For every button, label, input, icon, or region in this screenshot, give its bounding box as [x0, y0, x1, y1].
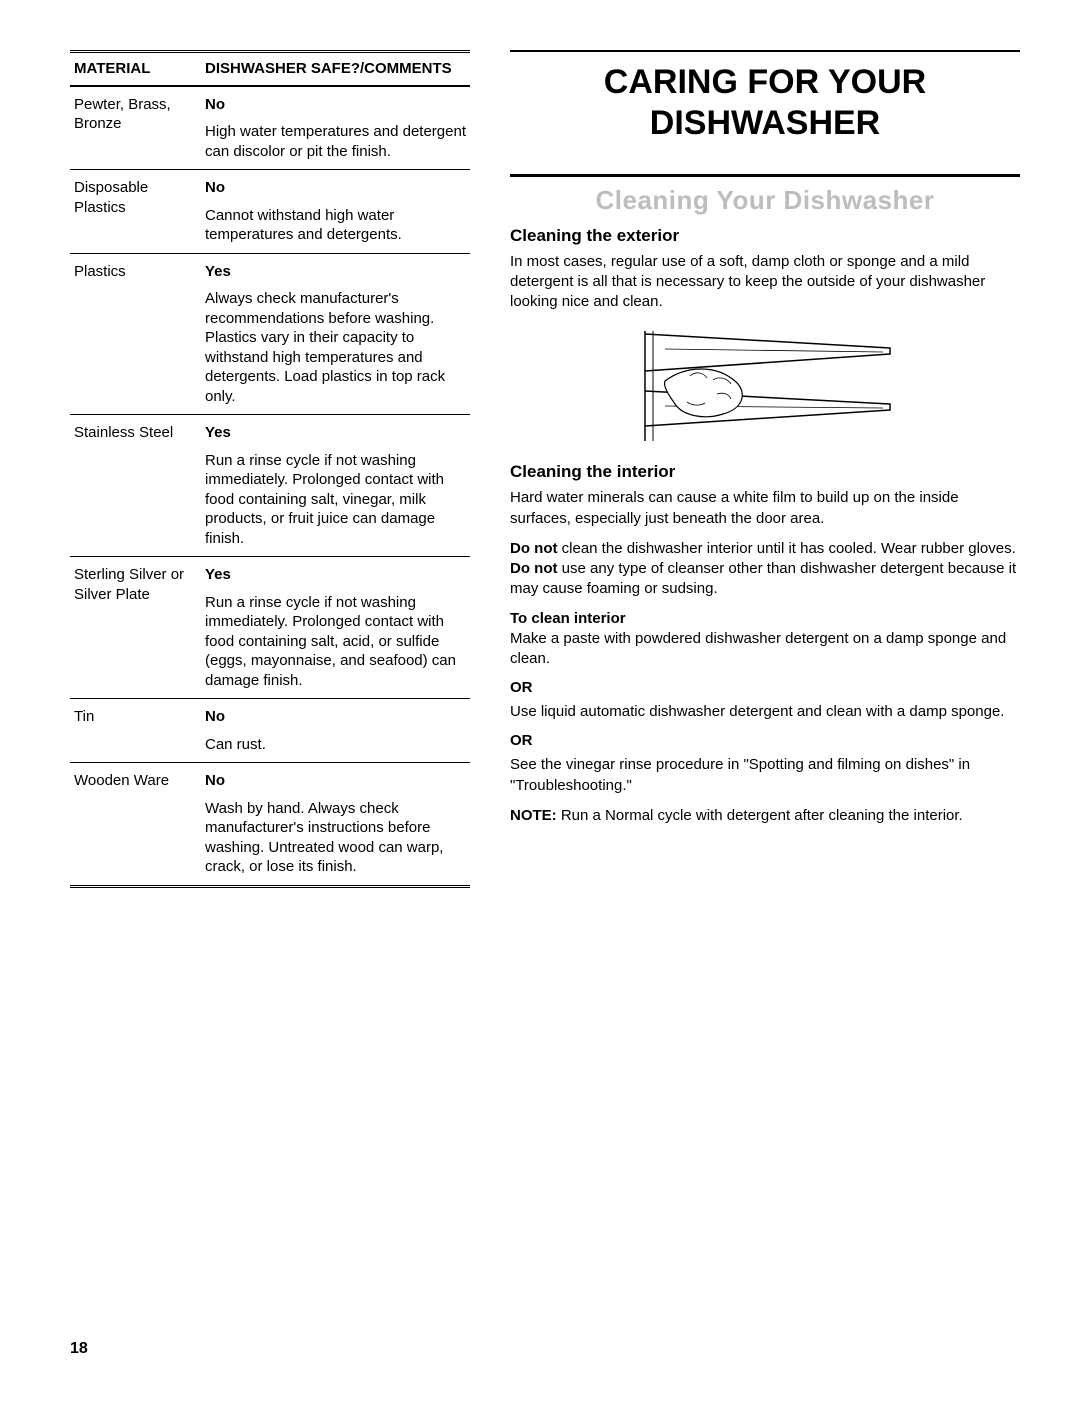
material-cell: Sterling Silver or Silver Plate	[70, 565, 205, 690]
section-title: Cleaning Your Dishwasher	[510, 174, 1020, 216]
safe-answer: No	[205, 707, 470, 727]
table-row: Pewter, Brass, BronzeNo High water temper…	[70, 87, 470, 171]
comments-text: Cannot withstand high water temperatures…	[205, 206, 470, 245]
page-number: 18	[70, 1340, 88, 1358]
comments-cell: No Can rust.	[205, 707, 470, 754]
material-cell: Wooden Ware	[70, 771, 205, 877]
comments-text: Can rust.	[205, 735, 470, 755]
safe-answer: No	[205, 771, 470, 791]
comments-text: High water temperatures and detergent ca…	[205, 122, 470, 161]
exterior-paragraph: In most cases, regular use of a soft, da…	[510, 252, 1020, 313]
comments-cell: No High water temperatures and detergent …	[205, 95, 470, 162]
comments-text: Wash by hand. Always check manufacturer'…	[205, 799, 470, 877]
method3: See the vinegar rinse procedure in "Spot…	[510, 755, 1020, 796]
comments-text: Run a rinse cycle if not washing immedia…	[205, 593, 470, 691]
material-cell: Tin	[70, 707, 205, 754]
header-material: MATERIAL	[70, 59, 205, 79]
table-row: Disposable PlasticsNo Cannot withstand hi…	[70, 170, 470, 254]
or-label: OR	[510, 679, 1020, 696]
donot-label: Do not	[510, 560, 557, 577]
comments-cell: Yes Run a rinse cycle if not washing imme…	[205, 423, 470, 548]
table-row: TinNo Can rust.	[70, 699, 470, 763]
table-row: Stainless SteelYes Run a rinse cycle if n…	[70, 415, 470, 557]
method2: Use liquid automatic dishwasher detergen…	[510, 702, 1020, 722]
main-title: CARING FOR YOUR DISHWASHER	[510, 50, 1020, 144]
safe-answer: Yes	[205, 262, 470, 282]
exterior-heading: Cleaning the exterior	[510, 226, 1020, 246]
interior-para2: Do not clean the dishwasher interior unt…	[510, 539, 1020, 600]
table-row: Wooden WareNo Wash by hand. Always check …	[70, 763, 470, 888]
or-label: OR	[510, 732, 1020, 749]
comments-text: Always check manufacturer's recommendati…	[205, 289, 470, 406]
method1: Make a paste with powdered dishwasher de…	[510, 629, 1020, 670]
table-header: MATERIAL DISHWASHER SAFE?/COMMENTS	[70, 50, 470, 87]
safe-answer: No	[205, 95, 470, 115]
comments-cell: No Cannot withstand high water temperatur…	[205, 178, 470, 245]
safe-answer: Yes	[205, 565, 470, 585]
comments-cell: Yes Run a rinse cycle if not washing imme…	[205, 565, 470, 690]
material-cell: Plastics	[70, 262, 205, 407]
interior-para1: Hard water minerals can cause a white fi…	[510, 488, 1020, 529]
to-clean-heading: To clean interior	[510, 610, 1020, 627]
material-cell: Disposable Plastics	[70, 178, 205, 245]
table-row: PlasticsYes Always check manufacturer's r…	[70, 254, 470, 416]
note-label: NOTE:	[510, 807, 557, 824]
interior-para2-text2: use any type of cleanser other than dish…	[510, 560, 1016, 597]
donot-label: Do not	[510, 540, 557, 557]
cleaning-illustration	[635, 326, 895, 446]
material-cell: Stainless Steel	[70, 423, 205, 548]
material-cell: Pewter, Brass, Bronze	[70, 95, 205, 162]
note-text: Run a Normal cycle with detergent after …	[557, 807, 963, 824]
comments-cell: Yes Always check manufacturer's recommend…	[205, 262, 470, 407]
note-paragraph: NOTE: Run a Normal cycle with detergent …	[510, 806, 1020, 826]
header-comments: DISHWASHER SAFE?/COMMENTS	[205, 59, 470, 79]
interior-heading: Cleaning the interior	[510, 462, 1020, 482]
safe-answer: No	[205, 178, 470, 198]
table-row: Sterling Silver or Silver PlateYes Run a …	[70, 557, 470, 699]
interior-para2-text1: clean the dishwasher interior until it h…	[557, 540, 1015, 557]
comments-cell: No Wash by hand. Always check manufacture…	[205, 771, 470, 877]
materials-table: MATERIAL DISHWASHER SAFE?/COMMENTS Pewte…	[70, 50, 470, 888]
comments-text: Run a rinse cycle if not washing immedia…	[205, 451, 470, 549]
safe-answer: Yes	[205, 423, 470, 443]
